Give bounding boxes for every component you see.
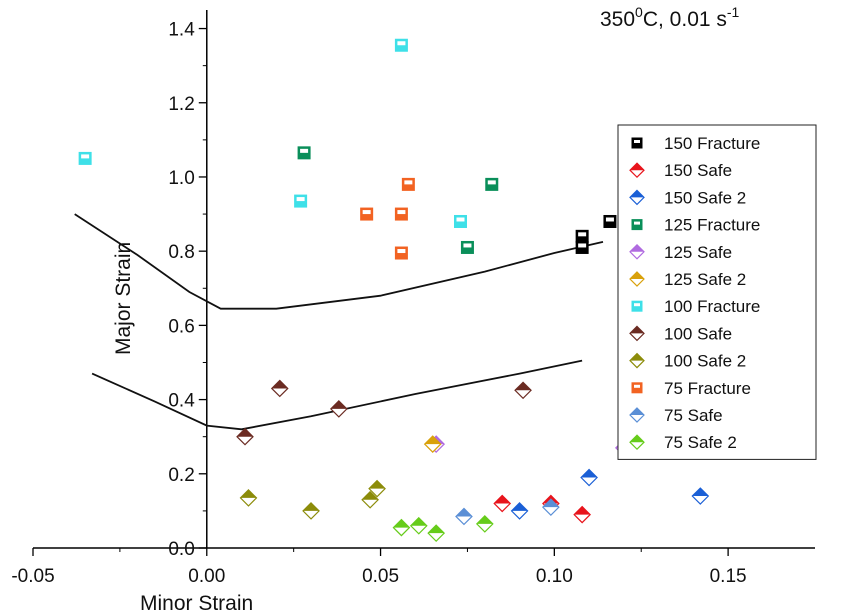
data-point <box>603 214 617 228</box>
legend-marker <box>631 382 643 394</box>
data-point <box>691 487 710 505</box>
legend-label: 150 Safe 2 <box>664 188 746 207</box>
data-point <box>330 400 348 418</box>
test-condition-label: 3500C, 0.01 s-1 <box>600 4 740 31</box>
limit-curves <box>74 213 604 431</box>
y-tick-label: 0.4 <box>168 391 195 412</box>
legend-label: 100 Safe 2 <box>664 352 746 371</box>
y-tick-label: 1.2 <box>168 94 194 115</box>
data-point <box>236 427 254 446</box>
data-point <box>302 502 320 520</box>
data-point <box>573 505 591 524</box>
legend-marker <box>629 162 645 179</box>
y-tick-label: 0.2 <box>168 465 194 486</box>
legend-label: 125 Safe <box>664 243 732 262</box>
legend-label: 75 Safe 2 <box>664 433 737 452</box>
y-tick-label: 0.8 <box>168 242 194 263</box>
legend: 150 Fracture 150 Safe 150 Safe 2 125 Fractu… <box>617 124 817 460</box>
legend-marker <box>629 407 645 423</box>
y-tick-label: 0.6 <box>168 316 194 337</box>
data-point <box>394 207 408 221</box>
legend-marker <box>629 189 645 206</box>
legend-label: 125 Fracture <box>664 216 760 235</box>
data-point <box>575 240 589 254</box>
legend-marker <box>629 271 645 287</box>
data-point <box>78 151 92 165</box>
limit-curve-2 <box>91 359 583 431</box>
x-tick-label: 0.15 <box>710 566 747 587</box>
data-point <box>392 518 411 537</box>
limit-curve-1 <box>74 213 604 310</box>
legend-marker <box>629 434 645 451</box>
x-tick-label: -0.05 <box>11 566 54 587</box>
data-point <box>409 516 428 535</box>
data-point <box>270 379 289 398</box>
legend-marker <box>629 325 645 342</box>
legend-marker <box>631 300 643 312</box>
data-point <box>294 194 308 208</box>
data-point <box>455 507 473 526</box>
x-tick-label: 0.10 <box>536 566 573 587</box>
data-point <box>485 177 499 191</box>
legend-marker <box>631 219 643 231</box>
data-point <box>542 498 560 517</box>
data-point <box>575 229 589 243</box>
legend-label: 75 Fracture <box>664 379 751 398</box>
legend-label: 100 Fracture <box>664 297 760 316</box>
data-point <box>297 146 311 160</box>
y-tick-label: 1.0 <box>168 168 194 189</box>
data-point <box>423 435 442 453</box>
data-point <box>239 489 258 507</box>
data-points <box>78 38 710 543</box>
legend-label: 150 Fracture <box>664 134 760 153</box>
data-point <box>361 490 379 509</box>
data-point <box>401 177 415 191</box>
data-point <box>368 479 386 498</box>
y-axis-title: Major Strain <box>112 242 135 355</box>
x-axis-title: Minor Strain <box>140 592 253 613</box>
legend-marker <box>629 243 645 260</box>
data-point <box>580 468 598 487</box>
x-tick-label: 0.00 <box>188 566 225 587</box>
data-point <box>460 240 474 254</box>
data-point <box>427 524 446 543</box>
y-tick-label: 1.4 <box>168 20 195 41</box>
axes: -0.05 0.00 0.05 0.10 0.15 0.0 0.2 0.4 0.6 0.8 1.0 1… <box>11 10 815 587</box>
y-tick-label: 0.0 <box>168 539 194 560</box>
data-point <box>394 38 408 52</box>
legend-label: 150 Safe <box>664 161 732 180</box>
data-point <box>394 246 408 260</box>
data-point <box>453 214 467 228</box>
data-point <box>493 494 512 513</box>
legend-box <box>617 124 817 460</box>
data-point <box>514 381 532 400</box>
legend-label: 100 Safe <box>664 324 732 343</box>
data-point <box>510 502 529 520</box>
x-tick-label: 0.05 <box>362 566 399 587</box>
legend-marker <box>631 137 643 149</box>
legend-label: 125 Safe 2 <box>664 270 746 289</box>
data-point <box>475 515 494 533</box>
legend-marker <box>629 352 645 369</box>
legend-label: 75 Safe <box>664 406 723 425</box>
data-point <box>360 207 374 221</box>
